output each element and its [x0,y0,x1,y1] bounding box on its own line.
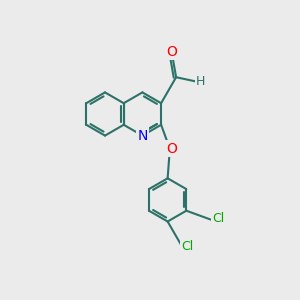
Text: N: N [137,129,148,142]
Text: Cl: Cl [182,240,194,253]
Text: O: O [166,45,177,59]
Text: H: H [196,75,206,88]
Text: Cl: Cl [212,212,224,225]
Text: O: O [166,142,177,156]
